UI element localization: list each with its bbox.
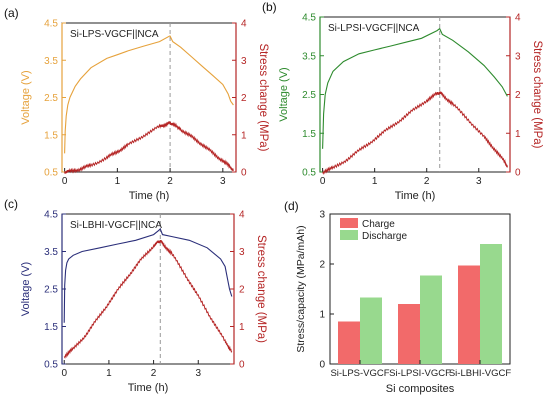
- stress-change-series: [64, 121, 234, 174]
- y-left-tick-label: 4.5: [44, 210, 58, 221]
- y-left-tick-label: 4.5: [44, 19, 58, 30]
- y-right-tick-label: 0: [515, 168, 521, 179]
- y-right-tick-label: 0: [241, 168, 247, 179]
- x-tick-label: 3: [220, 176, 226, 187]
- x-tick-label: 3: [195, 368, 201, 379]
- legend-label-discharge: Discharge: [362, 231, 407, 242]
- y-right-tick-label: 3: [241, 56, 247, 67]
- voltage-series: [322, 27, 508, 149]
- y-left-tick-label: 1.5: [44, 322, 58, 333]
- y-right-tick-label: 1: [239, 322, 245, 333]
- panel-label: (b): [262, 0, 277, 14]
- y-left-tick-label: 4.5: [302, 13, 316, 24]
- y-right-tick-label: 2: [241, 93, 247, 104]
- panel-a: 0 1 2 3 0.5 1.5 2.5 3.5 4.5 0 1 2 3 4 Si-LPS-VGCF||NCA…: [4, 6, 269, 202]
- y-right-tick-label: 1: [241, 130, 247, 141]
- legend-swatch-discharge: [340, 230, 358, 240]
- bar-discharge: [480, 244, 502, 364]
- y-left-tick-label: 2.5: [44, 93, 58, 104]
- x-axis-label: Time (h): [128, 382, 169, 394]
- y-left-tick-label: 1.5: [44, 130, 58, 141]
- y-tick-label: 1: [319, 310, 325, 321]
- y-right-axis-label: Stress change (MPa): [257, 43, 269, 151]
- cell-annotation: Si-LPS-VGCF||NCA: [70, 29, 159, 40]
- panel-label: (c): [4, 197, 18, 211]
- y-right-tick-label: 2: [239, 285, 245, 296]
- panel-b: 0 1 2 3 0.5 1.5 2.5 3.5 4.5 0 1 2 3 4 Si-LPSI-VGCF||NC…: [262, 0, 543, 202]
- category-label: Si-LPSI-VGCF: [389, 368, 451, 379]
- y-right-axis-label: Stress change (MPa): [531, 40, 543, 148]
- x-tick-label: 2: [424, 176, 430, 187]
- x-tick-label: 2: [151, 368, 157, 379]
- y-tick-label: 2: [319, 260, 325, 271]
- y-left-axis-label: Voltage (V): [20, 70, 32, 124]
- x-tick-label: 3: [476, 176, 482, 187]
- y-left-axis-label: Voltage (V): [20, 262, 32, 316]
- y-left-tick-label: 3.5: [44, 247, 58, 258]
- panel-label: (d): [284, 199, 299, 213]
- y-right-tick-label: 2: [515, 90, 521, 101]
- category-label: Si-LBHI-VGCF: [449, 368, 511, 379]
- cell-annotation: Si-LPSI-VGCF||NCA: [328, 23, 420, 34]
- x-tick-label: 1: [106, 368, 112, 379]
- x-tick-label: 1: [115, 176, 121, 187]
- bar-discharge: [360, 297, 382, 364]
- cell-annotation: Si-LBHI-VGCF||NCA: [70, 220, 162, 231]
- x-axis-label: Si composites: [386, 383, 455, 395]
- y-left-tick-label: 0.5: [302, 168, 316, 179]
- x-axis-label: Time (h): [129, 190, 170, 202]
- y-right-tick-label: 3: [239, 247, 245, 258]
- y-axis-label: Stress/capacity (MPa/mAh): [295, 225, 307, 352]
- legend-swatch-charge: [340, 218, 358, 228]
- x-tick-label: 2: [167, 176, 173, 187]
- y-left-axis-label: Voltage (V): [278, 67, 290, 121]
- y-right-tick-label: 4: [241, 19, 247, 30]
- y-left-tick-label: 1.5: [302, 129, 316, 140]
- bar-discharge: [420, 275, 442, 364]
- stress-change-series: [322, 91, 508, 175]
- stress-change-series: [63, 240, 233, 359]
- y-right-tick-label: 3: [515, 51, 521, 62]
- y-left-tick-label: 3.5: [44, 56, 58, 67]
- y-right-tick-label: 4: [515, 13, 521, 24]
- x-tick-label: 0: [61, 368, 67, 379]
- y-right-axis-label: Stress change (MPa): [255, 235, 267, 343]
- y-left-tick-label: 3.5: [302, 51, 316, 62]
- x-tick-label: 0: [62, 176, 68, 187]
- category-label: Si-LPS-VGCF: [330, 368, 389, 379]
- y-tick-label: 0: [319, 360, 325, 371]
- panel-label: (a): [4, 6, 19, 20]
- y-left-tick-label: 2.5: [302, 90, 316, 101]
- y-right-tick-label: 0: [239, 360, 245, 371]
- y-left-tick-label: 2.5: [44, 285, 58, 296]
- x-axis-label: Time (h): [395, 190, 436, 202]
- y-right-tick-label: 1: [515, 129, 521, 140]
- legend-label-charge: Charge: [362, 219, 395, 230]
- bar-charge: [338, 321, 360, 364]
- panel-c: 0 1 2 3 0.5 1.5 2.5 3.5 4.5 0 1 2 3 4 Si-LBHI-VGCF||NC…: [4, 197, 267, 394]
- voltage-series: [63, 228, 233, 323]
- y-left-tick-label: 0.5: [44, 360, 58, 371]
- y-tick-label: 3: [319, 210, 325, 221]
- y-left-tick-label: 0.5: [44, 168, 58, 179]
- x-tick-label: 1: [372, 176, 378, 187]
- bar-charge: [458, 265, 480, 364]
- y-right-tick-label: 4: [239, 210, 245, 221]
- x-tick-label: 0: [320, 176, 326, 187]
- voltage-series: [64, 35, 234, 154]
- bar-charge: [398, 304, 420, 364]
